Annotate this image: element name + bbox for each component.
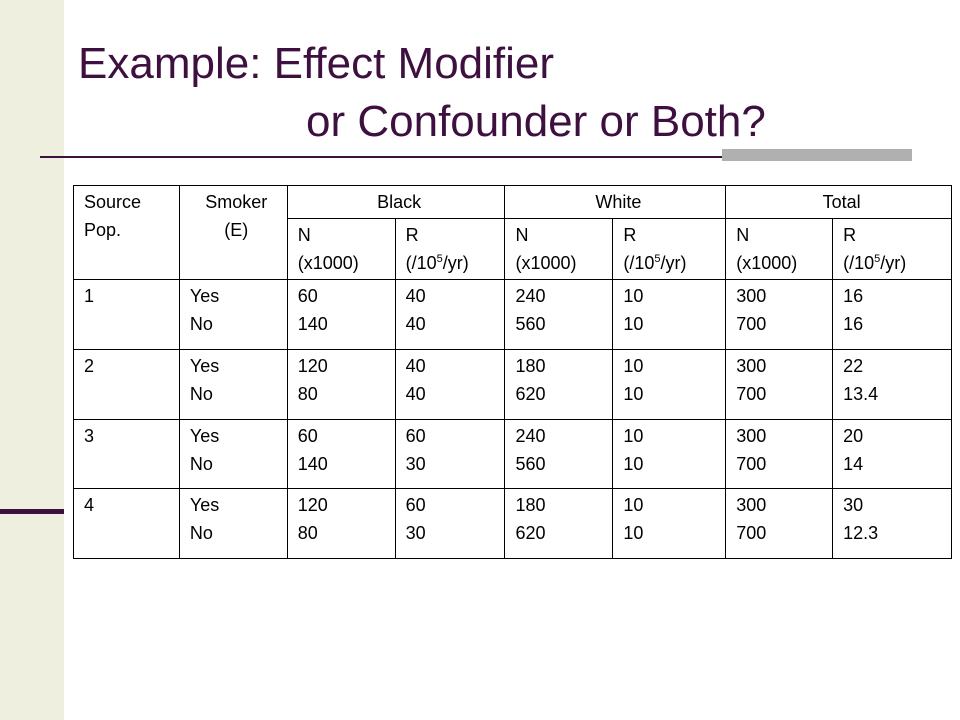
value-cell: 60 140	[286, 279, 396, 350]
title-line-1: Example: Effect Modifier	[78, 39, 555, 88]
source-pop-cell: 3	[73, 418, 180, 490]
value-cell: 30 12.3	[832, 488, 952, 559]
header-total: Total	[725, 185, 952, 219]
left-decorative-bar	[0, 0, 64, 720]
smoker-cell: Yes No	[178, 279, 288, 350]
value-cell: 10 10	[612, 348, 727, 420]
table-row: 3 Yes No 60 140 60 30 240 560 10 10 300 700 20 14	[73, 418, 952, 490]
data-table: Source Pop. Smoker (E) Black White Total…	[73, 185, 952, 559]
source-pop-cell: 4	[73, 488, 180, 559]
value-cell: 300 700	[725, 488, 834, 559]
value-cell: 22 13.4	[832, 348, 952, 420]
value-cell: 300 700	[725, 348, 834, 420]
value-cell: 180 620	[504, 348, 614, 420]
subheader-total-r: R (/105/yr)	[832, 218, 952, 280]
table-row: 4 Yes No 120 80 60 30 180 620 10 10 300 700 30 12.3	[73, 488, 952, 559]
value-cell: 300 700	[725, 418, 834, 490]
value-cell: 120 80	[286, 488, 396, 559]
subheader-white-n: N (x1000)	[504, 218, 614, 280]
subheader-white-r: R (/105/yr)	[612, 218, 727, 280]
smoker-cell: Yes No	[178, 418, 288, 490]
value-cell: 60 30	[394, 488, 506, 559]
table-body: 1 Yes No 60 140 40 40 240 560 10 10 300 700 16 16 2 Yes N…	[73, 279, 952, 559]
value-cell: 10 10	[612, 279, 727, 350]
title-divider	[40, 156, 912, 158]
smoker-cell: Yes No	[178, 348, 288, 420]
table-row: 1 Yes No 60 140 40 40 240 560 10 10 300 700 16 16	[73, 279, 952, 350]
value-cell: 120 80	[286, 348, 396, 420]
header-row-1: Source Pop. Smoker (E) Black White Total	[73, 185, 952, 280]
header-black: Black	[286, 185, 506, 219]
value-cell: 60 140	[286, 418, 396, 490]
value-cell: 60 30	[394, 418, 506, 490]
value-cell: 180 620	[504, 488, 614, 559]
value-cell: 20 14	[832, 418, 952, 490]
subheader-total-n: N (x1000)	[725, 218, 834, 280]
left-accent-line	[0, 509, 64, 514]
source-pop-cell: 1	[73, 279, 180, 350]
slide-title: Example: Effect Modifier or Confounder o…	[78, 38, 766, 148]
subheader-black-n: N (x1000)	[286, 218, 396, 280]
value-cell: 300 700	[725, 279, 834, 350]
value-cell: 40 40	[394, 279, 506, 350]
header-white: White	[504, 185, 727, 219]
smoker-cell: Yes No	[178, 488, 288, 559]
title-line-2: or Confounder or Both?	[306, 97, 766, 146]
header-row-2: N (x1000) R (/105/yr) N (x1000) R (/105/yr) N (x1…	[74, 218, 952, 280]
value-cell: 16 16	[832, 279, 952, 350]
value-cell: 10 10	[612, 488, 727, 559]
value-cell: 40 40	[394, 348, 506, 420]
value-cell: 240 560	[504, 279, 614, 350]
header-source-pop: Source Pop.	[73, 185, 180, 280]
table-row: 2 Yes No 120 80 40 40 180 620 10 10 300 700 22 13.4	[73, 348, 952, 420]
value-cell: 10 10	[612, 418, 727, 490]
header-smoker: Smoker (E)	[178, 185, 288, 280]
source-pop-cell: 2	[73, 348, 180, 420]
title-divider-accent	[722, 149, 912, 161]
value-cell: 240 560	[504, 418, 614, 490]
subheader-black-r: R (/105/yr)	[394, 218, 506, 280]
